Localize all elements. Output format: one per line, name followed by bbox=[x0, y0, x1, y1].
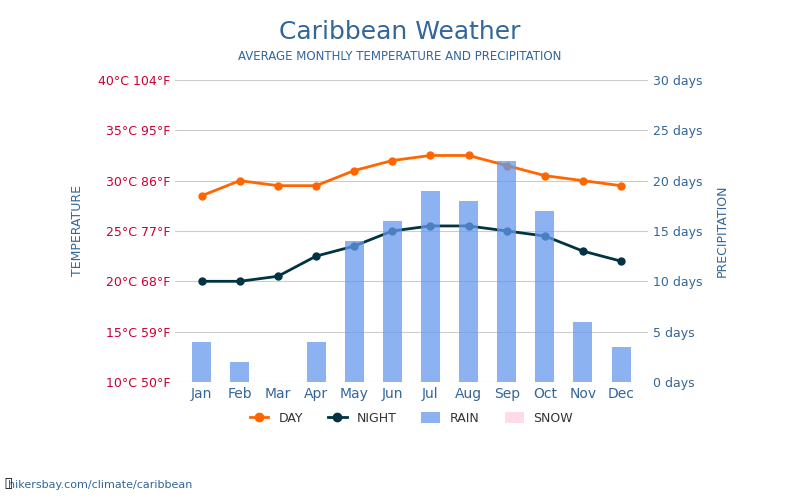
DAY bbox=[235, 178, 245, 184]
NIGHT bbox=[502, 228, 511, 234]
Legend: DAY, NIGHT, RAIN, SNOW: DAY, NIGHT, RAIN, SNOW bbox=[245, 407, 578, 430]
NIGHT bbox=[273, 274, 282, 280]
Bar bbox=[421, 190, 440, 382]
NIGHT bbox=[578, 248, 588, 254]
Bar bbox=[230, 362, 250, 382]
DAY bbox=[273, 182, 282, 188]
NIGHT bbox=[387, 228, 397, 234]
NIGHT bbox=[235, 278, 245, 284]
Bar bbox=[382, 221, 402, 382]
Bar bbox=[192, 342, 211, 382]
Bar bbox=[459, 201, 478, 382]
DAY bbox=[502, 162, 511, 168]
Y-axis label: PRECIPITATION: PRECIPITATION bbox=[716, 184, 729, 277]
Bar bbox=[535, 211, 554, 382]
NIGHT bbox=[464, 223, 474, 229]
Y-axis label: TEMPERATURE: TEMPERATURE bbox=[71, 186, 84, 276]
NIGHT bbox=[616, 258, 626, 264]
Text: hikersbay.com/climate/caribbean: hikersbay.com/climate/caribbean bbox=[8, 480, 192, 490]
Bar bbox=[611, 346, 630, 382]
DAY bbox=[197, 192, 206, 198]
NIGHT bbox=[350, 243, 359, 249]
DAY bbox=[387, 158, 397, 164]
Bar bbox=[497, 160, 516, 382]
DAY bbox=[540, 172, 550, 178]
Text: Caribbean Weather: Caribbean Weather bbox=[279, 20, 521, 44]
DAY bbox=[311, 182, 321, 188]
Text: AVERAGE MONTHLY TEMPERATURE AND PRECIPITATION: AVERAGE MONTHLY TEMPERATURE AND PRECIPIT… bbox=[238, 50, 562, 63]
NIGHT bbox=[311, 253, 321, 259]
DAY bbox=[616, 182, 626, 188]
DAY bbox=[426, 152, 435, 158]
Bar bbox=[345, 241, 364, 382]
Line: DAY: DAY bbox=[198, 152, 625, 199]
Bar bbox=[574, 322, 593, 382]
Text: 📍: 📍 bbox=[4, 477, 11, 490]
DAY bbox=[350, 168, 359, 173]
DAY bbox=[464, 152, 474, 158]
NIGHT bbox=[197, 278, 206, 284]
NIGHT bbox=[540, 233, 550, 239]
NIGHT bbox=[426, 223, 435, 229]
DAY bbox=[578, 178, 588, 184]
Line: NIGHT: NIGHT bbox=[198, 222, 625, 285]
Bar bbox=[306, 342, 326, 382]
